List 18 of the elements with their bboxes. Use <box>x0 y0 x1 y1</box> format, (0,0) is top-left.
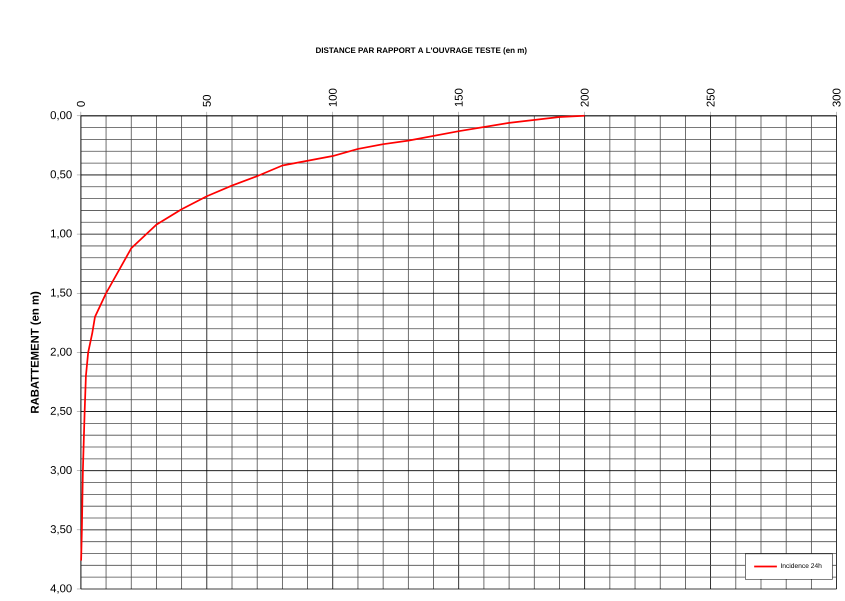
y-tick-label: 2,00 <box>50 348 72 358</box>
x-tick-label: 100 <box>328 88 337 106</box>
y-axis-title: RABATTEMENT (en m) <box>30 292 41 413</box>
x-tick-label: 0 <box>76 101 85 107</box>
y-tick-label: 4,00 <box>50 584 72 594</box>
x-tick-label: 300 <box>832 88 841 107</box>
y-tick-label: 1,50 <box>51 288 72 298</box>
x-tick-label: 150 <box>454 88 463 106</box>
y-tick-label: 1,00 <box>51 229 72 239</box>
x-tick-label: 200 <box>580 88 589 107</box>
y-tick-label: 3,50 <box>50 525 72 535</box>
x-tick-label: 50 <box>202 94 211 107</box>
y-tick-label: 3,00 <box>50 466 72 476</box>
line-series <box>80 114 586 562</box>
y-tick-label: 0,00 <box>50 111 72 120</box>
y-tick-label: 0,50 <box>50 170 72 180</box>
y-tick-label: 2,50 <box>50 406 72 416</box>
x-tick-label: 250 <box>706 88 715 107</box>
